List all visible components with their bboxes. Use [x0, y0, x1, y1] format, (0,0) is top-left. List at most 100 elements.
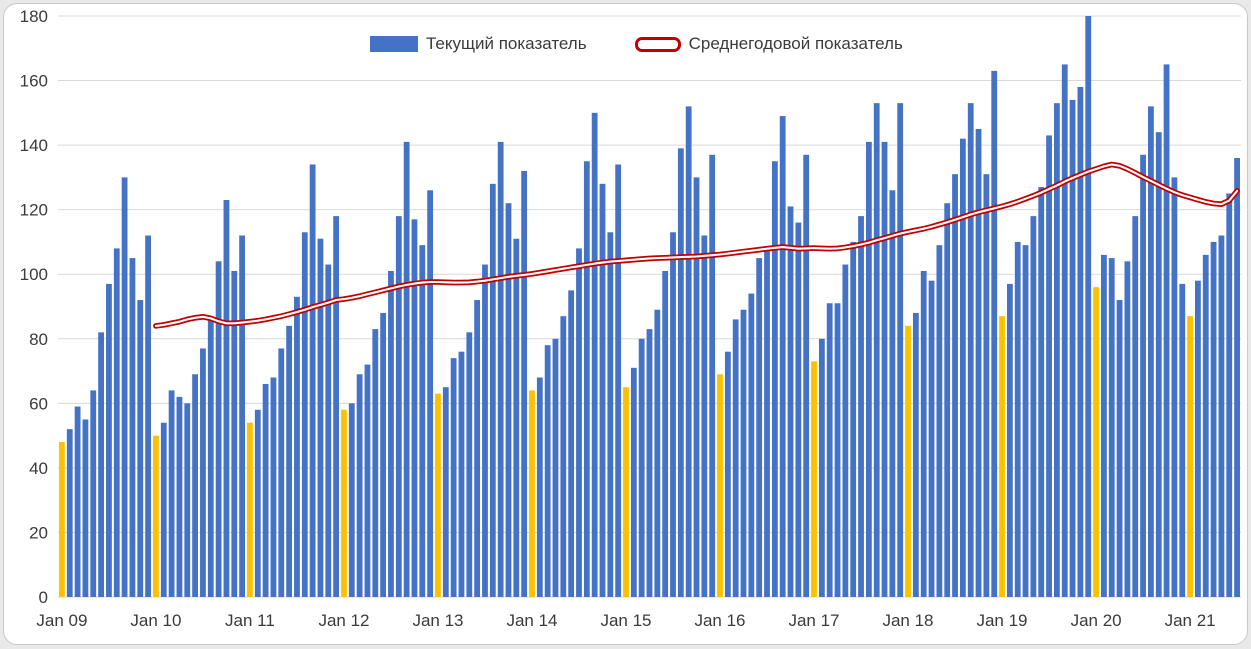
bar-month: [309, 164, 316, 598]
bar-month: [505, 203, 512, 597]
bar-month: [1155, 132, 1162, 597]
bar-month: [380, 312, 387, 597]
bar-month: [1210, 241, 1217, 597]
bar-month: [944, 203, 951, 597]
chart-frame: 0 20 40 60 80 100 120 140 160 180 Jan 09 Jan 10 Jan …: [3, 3, 1248, 645]
bar-month: [325, 264, 332, 597]
bar-month: [936, 245, 943, 598]
bar-month: [113, 248, 120, 597]
bar-month: [1053, 103, 1060, 598]
bar-month: [740, 309, 747, 597]
bar-month: [82, 419, 89, 597]
bar-month: [411, 219, 418, 597]
bar-month: [850, 241, 857, 597]
bar-month: [748, 293, 755, 597]
bar-month: [356, 374, 363, 597]
bars-group: [59, 16, 1240, 598]
y-tick-label: 60: [29, 394, 48, 413]
bar-month: [176, 396, 183, 597]
bar-january: [529, 390, 535, 597]
bar-month: [975, 128, 982, 597]
x-tick-label: Jan 11: [225, 611, 275, 630]
bar-month: [231, 270, 238, 597]
y-tick-label: 160: [20, 72, 48, 91]
bar-month: [66, 429, 73, 597]
bar-month: [670, 232, 676, 597]
bar-month: [1163, 64, 1170, 598]
bar-month: [207, 319, 214, 597]
y-tick-label: 100: [20, 265, 48, 284]
bar-month: [638, 338, 645, 597]
y-tick-label: 0: [39, 588, 48, 607]
bar-month: [427, 190, 434, 598]
bar-month: [474, 300, 481, 597]
bar-january: [1093, 287, 1099, 597]
bar-month: [583, 161, 590, 597]
bar-month: [1132, 216, 1139, 597]
bar-month: [262, 383, 269, 597]
bar-month: [873, 103, 880, 598]
bar-month: [842, 264, 849, 597]
bar-month: [630, 367, 637, 597]
legend-line-swatch-icon: [634, 36, 681, 52]
bar-month: [1218, 235, 1225, 598]
x-tick-label: Jan 18: [882, 611, 933, 630]
bar-month: [1038, 187, 1045, 597]
x-tick-label: Jan 16: [694, 611, 745, 630]
bar-month: [865, 141, 872, 597]
bar-month: [952, 174, 958, 597]
bar-month: [403, 141, 410, 597]
bar-january: [623, 387, 629, 597]
y-tick-label: 40: [29, 459, 48, 478]
bar-month: [168, 390, 175, 597]
bar-month: [364, 364, 371, 597]
bar-month: [348, 403, 355, 597]
bar-month: [591, 112, 598, 597]
bar-month: [1148, 106, 1154, 597]
legend-average-label: Среднегодовой показатель: [688, 34, 903, 53]
bar-month: [450, 358, 457, 597]
chart-legend: Текущий показатель Среднегодовой показат…: [370, 34, 903, 54]
bar-month: [106, 283, 112, 597]
x-tick-label: Jan 10: [130, 611, 181, 630]
bar-month: [1069, 99, 1076, 598]
y-tick-label: 120: [20, 201, 48, 220]
bar-month: [803, 154, 810, 598]
bar-month: [442, 387, 449, 597]
bar-month: [1108, 258, 1115, 597]
bar-month: [1014, 241, 1021, 597]
bar-month: [1202, 254, 1209, 598]
bar-month: [239, 235, 246, 598]
y-tick-label: 20: [29, 523, 48, 542]
bar-month: [286, 325, 293, 597]
bar-month: [513, 238, 520, 597]
y-tick-label: 80: [29, 330, 48, 349]
legend-bar-swatch-icon: [370, 36, 418, 52]
bar-month: [912, 312, 919, 597]
x-tick-label: Jan 12: [318, 611, 369, 630]
bar-month: [834, 303, 841, 597]
bar-month: [677, 148, 684, 597]
legend-item-current: Текущий показатель: [370, 34, 587, 54]
bar-month: [615, 164, 622, 598]
bar-january: [811, 361, 817, 597]
bar-january: [247, 422, 253, 597]
bar-january: [999, 316, 1005, 597]
bar-month: [1061, 64, 1068, 598]
bar-month: [1101, 254, 1107, 598]
bar-month: [552, 338, 559, 597]
bar-month: [521, 170, 528, 597]
bar-month: [779, 116, 786, 597]
bar-month: [967, 103, 974, 598]
bar-month: [160, 422, 167, 597]
bar-month: [646, 329, 653, 597]
bar-month: [599, 183, 606, 597]
x-tick-label: Jan 14: [506, 611, 557, 630]
average-line-core: [154, 163, 1239, 327]
x-tick-label: Jan 21: [1165, 611, 1216, 630]
average-line-group: [153, 161, 1240, 329]
bar-month: [991, 70, 998, 598]
bar-month: [419, 245, 426, 598]
bar-month: [536, 377, 543, 597]
